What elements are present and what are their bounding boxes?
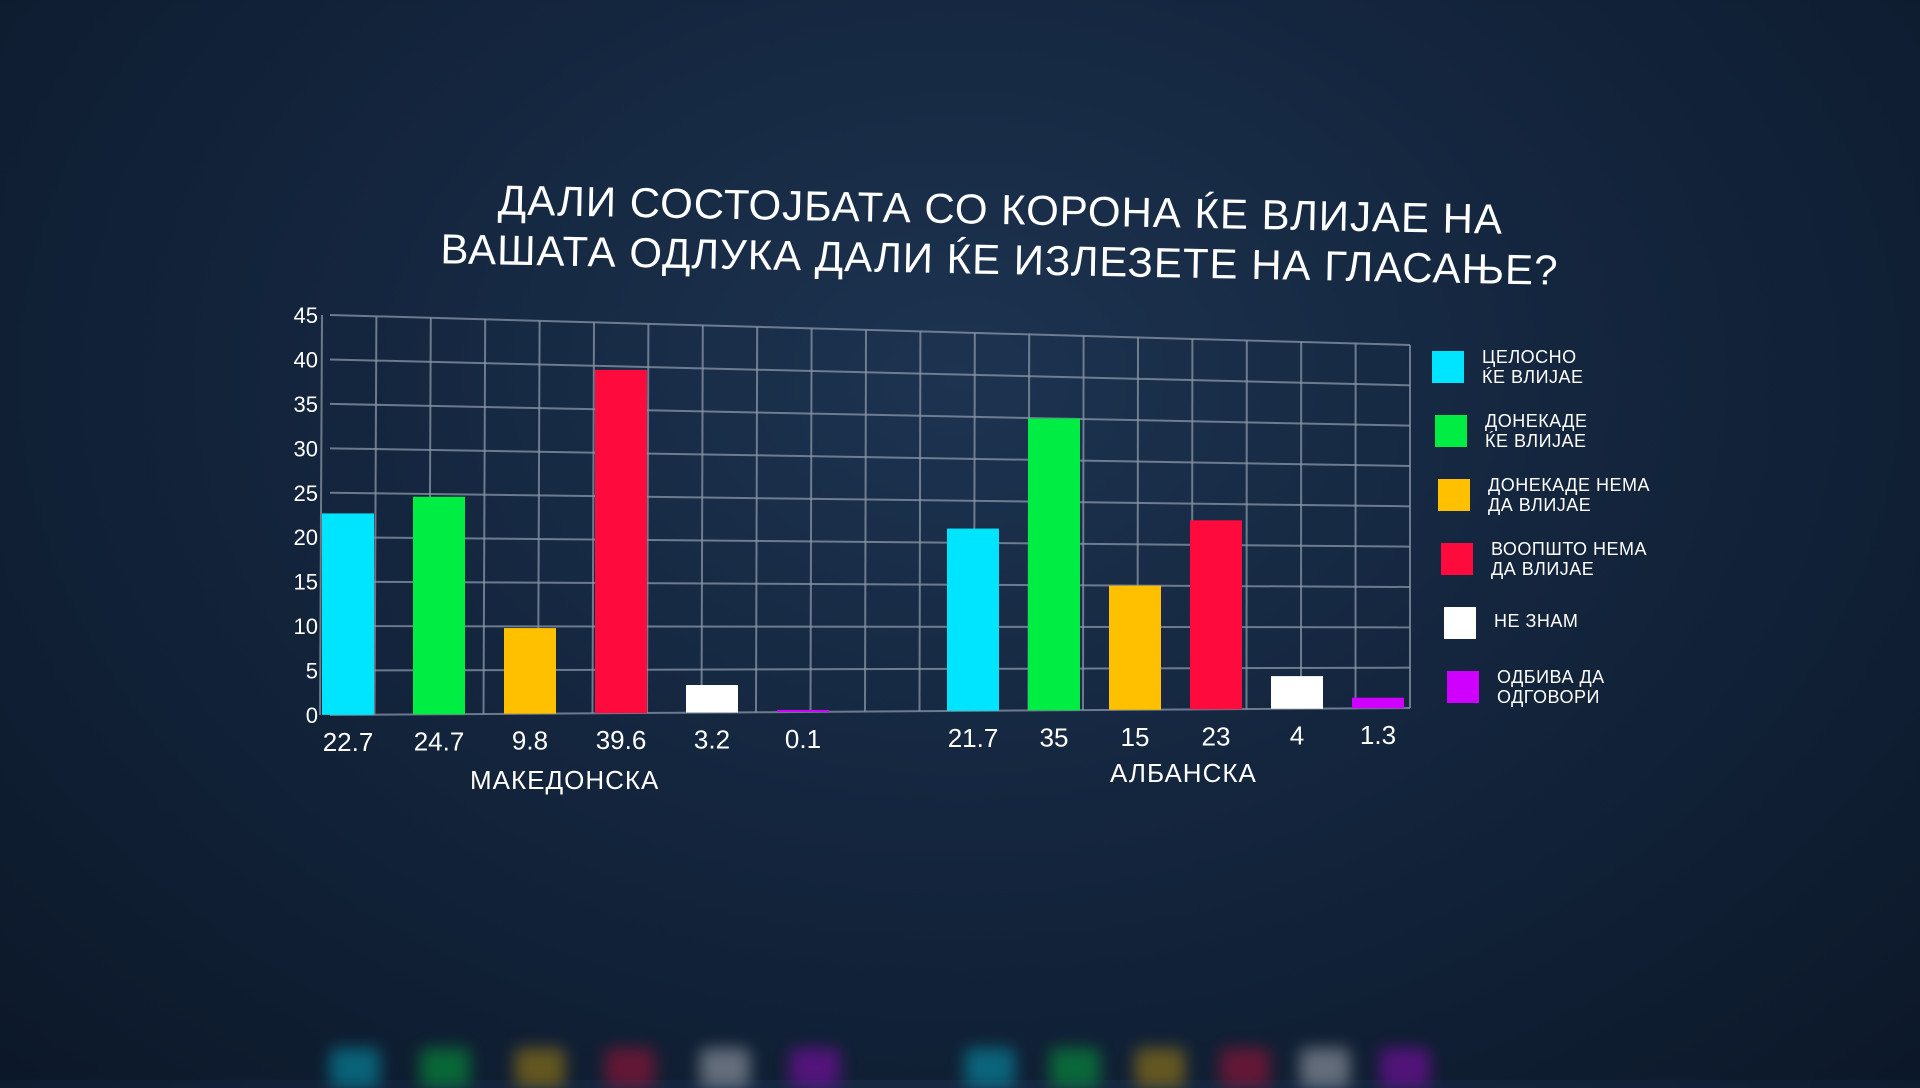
- reflection-ghost: [1135, 1048, 1185, 1088]
- bar-value-label: 24.7: [414, 726, 465, 756]
- bar-albanian-4: [1271, 676, 1323, 709]
- y-tick-label: 30: [294, 436, 318, 461]
- grid-line-v: [865, 330, 866, 712]
- bar-albanian-1: [1028, 418, 1080, 710]
- floor-reflection: [0, 960, 1920, 1080]
- grid-line-v: [593, 323, 595, 714]
- grid-line-h-5: [330, 668, 1410, 671]
- reflection-ghost: [330, 1048, 380, 1088]
- reflection-ghost: [1220, 1048, 1270, 1088]
- reflection-ghost: [790, 1048, 840, 1088]
- y-tick-label: 25: [294, 481, 318, 506]
- bar-value-label: 0.1: [785, 724, 821, 754]
- grid-line-v: [756, 327, 757, 712]
- reflection-ghost: [1050, 1048, 1100, 1088]
- legend-swatch: [1444, 607, 1476, 639]
- grid-line-h-30: [330, 448, 1410, 466]
- legend-swatch: [1438, 479, 1470, 511]
- legend-label: НЕ ЗНАМ: [1494, 611, 1694, 631]
- grid-line-v: [375, 317, 377, 715]
- grid-line-h-25: [330, 493, 1410, 507]
- y-tick-label: 0: [306, 703, 318, 728]
- bar-value-label: 23: [1202, 721, 1231, 751]
- reflection-ghost: [1300, 1048, 1350, 1088]
- bar-macedonian-2: [504, 628, 556, 714]
- bar-value-label: 15: [1121, 722, 1150, 752]
- y-tick-label: 20: [294, 525, 318, 550]
- reflection-ghost: [700, 1048, 750, 1088]
- grid-line-v: [647, 324, 648, 713]
- bar-macedonian-3: [595, 370, 647, 713]
- bar-macedonian-0: [322, 513, 374, 714]
- y-tick-label: 40: [294, 347, 318, 372]
- bar-macedonian-5: [777, 710, 829, 712]
- bar-value-label: 9.8: [512, 726, 548, 756]
- bar-value-label: 3.2: [694, 725, 730, 755]
- reflection-ghost: [965, 1048, 1015, 1088]
- grid-line-h-0: [330, 708, 1410, 715]
- bar-albanian-2: [1109, 586, 1161, 710]
- group-label-macedonian: МАКЕДОНСКА: [470, 765, 659, 796]
- grid-line-v: [320, 315, 322, 715]
- grid-line-v: [920, 332, 921, 712]
- bar-value-label: 4: [1290, 721, 1304, 751]
- bar-value-label: 35: [1040, 722, 1069, 752]
- bar-macedonian-1: [413, 497, 465, 715]
- grid-line-h-40: [330, 359, 1410, 385]
- y-tick-label: 5: [306, 659, 318, 684]
- bar-value-label: 21.7: [948, 723, 999, 753]
- bar-albanian-3: [1190, 520, 1242, 709]
- reflection-ghost: [420, 1048, 470, 1088]
- grid-line-h-35: [330, 404, 1410, 426]
- reflection-ghost: [605, 1048, 655, 1088]
- y-tick-label: 10: [294, 614, 318, 639]
- bar-macedonian-4: [686, 685, 738, 713]
- grid-line-h-20: [330, 537, 1410, 546]
- bar-albanian-5: [1352, 698, 1404, 709]
- legend-swatch: [1447, 671, 1479, 703]
- legend-swatch: [1435, 415, 1467, 447]
- grid-line-h-15: [330, 582, 1410, 587]
- y-tick-label: 45: [294, 303, 318, 328]
- grid-line-h-10: [330, 626, 1410, 627]
- grid-line-v: [1083, 336, 1084, 710]
- y-tick-label: 35: [294, 392, 318, 417]
- bar-value-label: 39.6: [596, 725, 647, 755]
- group-label-albanian: АЛБАНСКА: [1110, 758, 1257, 789]
- grid-line-h-45: [330, 315, 1410, 345]
- grid-line-v: [811, 329, 812, 712]
- y-tick-label: 15: [294, 570, 318, 595]
- grid-line-v: [484, 320, 486, 714]
- reflection-ghost: [515, 1048, 565, 1088]
- legend-item: НЕ ЗНАМ: [1444, 601, 1682, 665]
- reflection-ghost: [1380, 1048, 1430, 1088]
- legend-swatch: [1432, 351, 1464, 383]
- bar-value-label: 22.7: [323, 727, 374, 757]
- grid-line-v: [702, 326, 703, 713]
- bar-value-label: 1.3: [1360, 720, 1396, 750]
- bar-albanian-0: [947, 529, 999, 711]
- legend-swatch: [1441, 543, 1473, 575]
